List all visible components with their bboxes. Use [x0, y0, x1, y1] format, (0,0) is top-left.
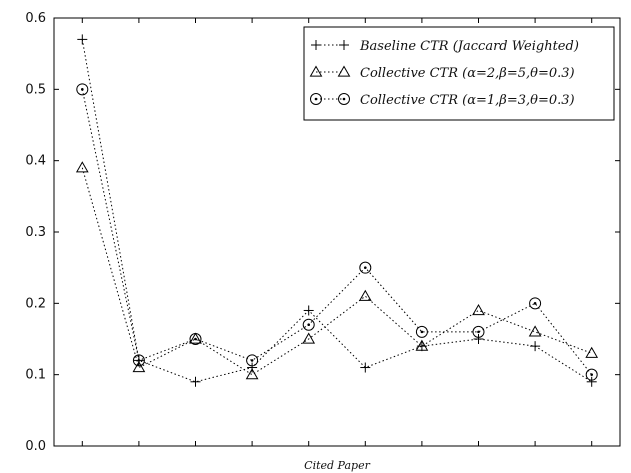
y-tick-label-5: 0.5 — [25, 82, 46, 97]
series-1-point-7 — [472, 303, 485, 316]
series-2-point-7 — [472, 325, 485, 338]
y-tick-label-0: 0.0 — [25, 439, 46, 454]
legend-marker-right-2 — [338, 93, 350, 105]
y-axis-ticks: 0.0 0.1 0.2 0.3 0.4 0.5 0.6 — [25, 11, 620, 454]
y-tick-label-6: 0.6 — [25, 11, 46, 26]
series-0-point-0 — [77, 34, 88, 45]
series-1-point-9 — [585, 346, 599, 358]
legend-label-0: Baseline CTR (Jaccard Weighted) — [359, 39, 579, 54]
legend: Baseline CTR (Jaccard Weighted) Collectiv… — [303, 26, 615, 121]
series-2-point-0 — [76, 83, 89, 96]
series-1-point-2 — [189, 332, 202, 344]
x-axis-label: Cited Paper — [304, 459, 370, 472]
y-tick-label-2: 0.2 — [25, 296, 46, 311]
series-0-point-3 — [247, 362, 258, 373]
y-tick-label-1: 0.1 — [25, 368, 46, 383]
series-0-point-2 — [190, 376, 201, 387]
series-2-point-9 — [585, 368, 598, 381]
series-1-point-1 — [132, 361, 146, 373]
series-0-point-4 — [303, 305, 314, 316]
series-1-point-8 — [528, 325, 542, 337]
series-lines — [81, 39, 593, 383]
legend-marker-left-1 — [309, 65, 323, 77]
series-2-point-8 — [529, 297, 542, 310]
legend-label-1: Collective CTR (α=2,β=5,θ=0.3) — [360, 66, 575, 81]
legend-marker-right-0 — [339, 40, 349, 50]
legend-label-2: Collective CTR (α=1,β=3,θ=0.3) — [360, 93, 575, 108]
y-tick-label-4: 0.4 — [25, 154, 46, 169]
legend-marker-left-2 — [310, 93, 322, 105]
series-markers — [75, 34, 599, 387]
series-0-point-7 — [473, 334, 484, 344]
series-1-point-5 — [358, 289, 372, 301]
series-1-point-6 — [415, 339, 429, 351]
legend-marker-right-1 — [337, 65, 351, 77]
series-1-point-4 — [302, 332, 316, 344]
legend-box — [303, 26, 615, 121]
series-2-point-4 — [302, 318, 315, 331]
y-tick-label-3: 0.3 — [25, 225, 46, 240]
legend-marker-left-0 — [311, 40, 321, 50]
series-0-point-9 — [586, 376, 597, 387]
series-2-point-3 — [246, 354, 259, 367]
series-line-1 — [81, 167, 592, 376]
series-2-point-5 — [359, 261, 372, 274]
series-1-point-0 — [75, 161, 89, 173]
series-1-point-3 — [245, 368, 259, 380]
series-0-point-5 — [360, 362, 371, 373]
series-line-0 — [81, 39, 592, 383]
series-line-2 — [81, 89, 593, 375]
series-0-point-8 — [530, 341, 541, 352]
series-2-point-1 — [132, 354, 145, 367]
series-2-point-2 — [189, 333, 202, 345]
series-2-point-6 — [415, 325, 428, 338]
